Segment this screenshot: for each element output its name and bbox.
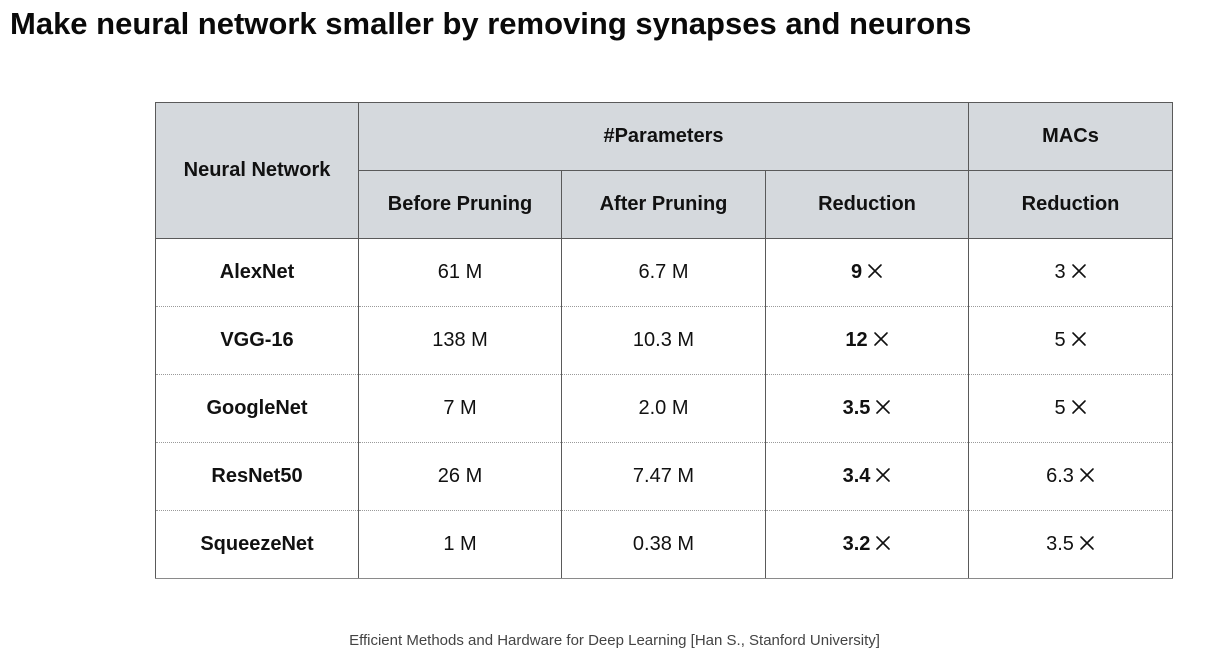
before-pruning-cell: 138 M	[358, 306, 562, 375]
param-reduction-value: 12	[845, 329, 868, 351]
macs-reduction-value: 5	[1054, 329, 1066, 351]
times-icon	[875, 467, 891, 483]
param-reduction-value: 9	[850, 261, 863, 283]
header-row-groups: Neural Network #Parameters MACs	[155, 102, 1174, 239]
after-pruning-value: 6.7 M	[638, 261, 689, 283]
param-reduction-cell: 3.5	[764, 374, 970, 443]
times-icon	[1071, 399, 1087, 415]
before-pruning-value: 7 M	[443, 397, 477, 419]
times-icon	[867, 263, 883, 279]
macs-reduction-cell: 5	[968, 306, 1174, 375]
after-pruning-value: 10.3 M	[632, 329, 695, 351]
param-reduction-cell: 9	[764, 238, 970, 307]
before-pruning-cell: 7 M	[358, 374, 562, 443]
after-pruning-cell: 0.38 M	[561, 510, 766, 579]
table-body: AlexNet 61 M 6.7 M 9 3 VGG-16 138 M 10.3…	[155, 238, 1174, 579]
times-icon	[875, 535, 891, 551]
times-icon	[1079, 467, 1095, 483]
after-pruning-value: 0.38 M	[632, 533, 695, 555]
before-pruning-value: 138 M	[432, 329, 488, 351]
pruning-results-table: Neural Network #Parameters MACs Before P…	[155, 102, 1174, 579]
network-name-cell: AlexNet	[155, 238, 359, 307]
header-macs-reduction: Reduction	[968, 170, 1174, 239]
after-pruning-cell: 10.3 M	[561, 306, 766, 375]
header-after-pruning: After Pruning	[561, 170, 766, 239]
header-row-columns: Before Pruning After Pruning Reduction R…	[156, 170, 1174, 239]
times-icon	[873, 331, 889, 347]
before-pruning-value: 26 M	[437, 465, 483, 487]
table-row: AlexNet 61 M 6.7 M 9 3	[155, 238, 1174, 307]
header-macs-group: MACs	[968, 102, 1174, 171]
after-pruning-cell: 6.7 M	[561, 238, 766, 307]
network-name: ResNet50	[211, 465, 303, 487]
after-pruning-cell: 7.47 M	[561, 442, 766, 511]
table-row: GoogleNet 7 M 2.0 M 3.5 5	[155, 374, 1174, 443]
network-name: AlexNet	[219, 261, 295, 283]
param-reduction-value: 3.4	[842, 465, 871, 487]
table-row: ResNet50 26 M 7.47 M 3.4 6.3	[155, 442, 1174, 511]
network-name: SqueezeNet	[200, 533, 314, 555]
before-pruning-cell: 26 M	[358, 442, 562, 511]
before-pruning-cell: 1 M	[358, 510, 562, 579]
times-icon	[1079, 535, 1095, 551]
macs-reduction-value: 3	[1054, 261, 1066, 283]
table-header: Neural Network #Parameters MACs Before P…	[155, 102, 1174, 239]
after-pruning-value: 7.47 M	[632, 465, 695, 487]
after-pruning-cell: 2.0 M	[561, 374, 766, 443]
before-pruning-value: 1 M	[443, 533, 477, 555]
slide-title: Make neural network smaller by removing …	[10, 6, 972, 41]
param-reduction-value: 3.2	[842, 533, 871, 555]
table-row: SqueezeNet 1 M 0.38 M 3.2 3.5	[155, 510, 1174, 579]
macs-reduction-cell: 5	[968, 374, 1174, 443]
macs-reduction-cell: 3.5	[968, 510, 1174, 579]
macs-reduction-value: 6.3	[1046, 465, 1074, 487]
macs-reduction-cell: 6.3	[968, 442, 1174, 511]
param-reduction-cell: 3.2	[764, 510, 970, 579]
macs-reduction-cell: 3	[968, 238, 1174, 307]
network-name-cell: SqueezeNet	[155, 510, 359, 579]
macs-reduction-value: 3.5	[1046, 533, 1074, 555]
before-pruning-value: 61 M	[437, 261, 483, 283]
header-param-reduction: Reduction	[764, 170, 970, 239]
after-pruning-value: 2.0 M	[638, 397, 689, 419]
param-reduction-value: 3.5	[842, 397, 871, 419]
before-pruning-cell: 61 M	[358, 238, 562, 307]
network-name-cell: GoogleNet	[155, 374, 359, 443]
network-name: GoogleNet	[206, 397, 308, 419]
network-name: VGG-16	[220, 329, 294, 351]
times-icon	[1071, 263, 1087, 279]
times-icon	[875, 399, 891, 415]
header-parameters-group: #Parameters	[357, 102, 970, 171]
header-before-pruning: Before Pruning	[358, 170, 562, 239]
macs-reduction-value: 5	[1054, 397, 1066, 419]
param-reduction-cell: 3.4	[764, 442, 970, 511]
param-reduction-cell: 12	[764, 306, 970, 375]
network-name-cell: ResNet50	[155, 442, 359, 511]
citation: Efficient Methods and Hardware for Deep …	[349, 632, 880, 649]
network-name-cell: VGG-16	[155, 306, 359, 375]
times-icon	[1071, 331, 1087, 347]
table-row: VGG-16 138 M 10.3 M 12 5	[155, 306, 1174, 375]
header-neural-network: Neural Network	[155, 102, 359, 239]
